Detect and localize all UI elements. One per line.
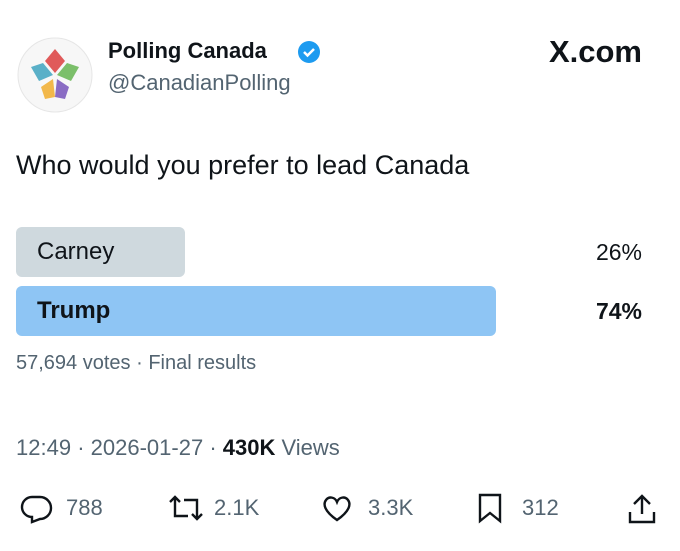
repost-count: 2.1K <box>214 495 260 520</box>
poll-bar <box>16 227 185 277</box>
poll-percent: 74% <box>595 298 642 324</box>
separator: · <box>209 435 217 460</box>
account-handle[interactable]: @CanadianPolling <box>108 70 291 95</box>
date: 2026-01-27 <box>90 435 204 460</box>
votes: 57,694 votes <box>16 352 131 374</box>
time: 12:49 <box>16 435 72 460</box>
share-button[interactable] <box>624 492 660 526</box>
reply-count: 788 <box>66 495 103 520</box>
separator: · <box>136 352 143 374</box>
poll-option-label: Trump <box>37 297 111 324</box>
poll-bar <box>16 286 497 336</box>
reply-icon <box>20 495 53 524</box>
poll-percent: 26% <box>595 239 642 265</box>
avatar <box>17 37 93 113</box>
views-label: Views <box>281 435 340 460</box>
brand: X.com <box>548 34 642 69</box>
poll-footer: 57,694 votes · Final results <box>16 352 256 375</box>
views-count: 430K <box>222 435 276 460</box>
account-name[interactable]: Polling Canada <box>108 38 267 63</box>
poll-option-label: Carney <box>37 238 115 265</box>
repost-icon <box>169 495 203 521</box>
like-count: 3.3K <box>368 495 414 520</box>
like-icon <box>323 496 351 522</box>
bookmark-icon <box>478 493 502 524</box>
verified-badge <box>298 41 320 63</box>
post-text: Who would you prefer to lead Canada <box>16 150 470 180</box>
separator: · <box>77 435 85 460</box>
bookmark-count: 312 <box>522 495 559 520</box>
post-meta: 12:49 · 2026-01-27 · 430K Views <box>16 435 340 461</box>
poll-status: Final results <box>148 352 257 374</box>
